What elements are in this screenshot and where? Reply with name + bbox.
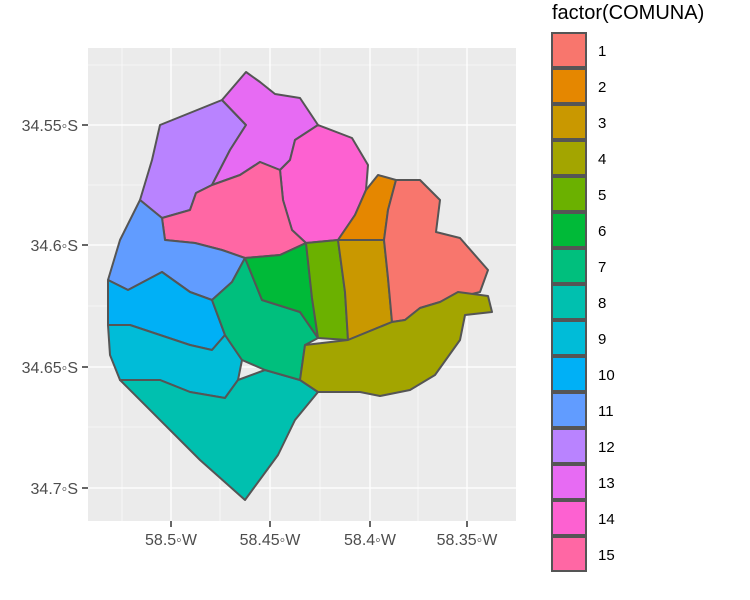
legend-label-11: 11 — [598, 403, 614, 420]
y-tick-label: 34.7◦S — [31, 481, 78, 498]
legend-label-14: 14 — [598, 511, 615, 528]
comuna-polygons — [107, 71, 493, 501]
legend-label-15: 15 — [598, 547, 615, 564]
x-tick-label: 58.45◦W — [240, 532, 302, 549]
legend-label-1: 1 — [598, 43, 606, 60]
legend-label-3: 3 — [598, 115, 606, 132]
legend-label-4: 4 — [598, 151, 606, 168]
legend-swatch-12 — [551, 428, 587, 464]
legend-label-8: 8 — [598, 295, 606, 312]
legend-label-7: 7 — [598, 259, 606, 276]
legend-swatch-8 — [551, 284, 587, 320]
legend-title: factor(COMUNA) — [552, 2, 704, 24]
legend-swatch-10 — [551, 356, 587, 392]
x-tick-label: 58.5◦W — [145, 532, 198, 549]
y-axis-labels: 34.55◦S 34.6◦S 34.65◦S 34.7◦S — [22, 118, 78, 498]
x-tick-label: 58.35◦W — [437, 532, 499, 549]
y-tick-label: 34.65◦S — [22, 360, 78, 377]
legend-swatch-11 — [551, 392, 587, 428]
legend-swatch-2 — [551, 68, 587, 104]
comuna-7-polygon — [211, 257, 319, 381]
legend-label-12: 12 — [598, 439, 615, 456]
x-axis-labels: 58.5◦W 58.45◦W 58.4◦W 58.35◦W — [145, 532, 498, 549]
legend-swatch-13 — [551, 464, 587, 500]
y-tick-label: 34.6◦S — [31, 238, 78, 255]
x-tick-label: 58.4◦W — [344, 532, 397, 549]
y-tick-label: 34.55◦S — [22, 118, 78, 135]
legend-swatch-4 — [551, 140, 587, 176]
legend-swatch-1 — [551, 32, 587, 68]
legend-swatch-14 — [551, 500, 587, 536]
legend-swatch-5 — [551, 176, 587, 212]
comuna-4-polygon — [299, 291, 493, 397]
legend-swatch-3 — [551, 104, 587, 140]
legend-label-6: 6 — [598, 223, 606, 240]
legend-swatch-6 — [551, 212, 587, 248]
legend-swatch-15 — [551, 536, 587, 572]
legend-label-5: 5 — [598, 187, 606, 204]
legend-swatch-7 — [551, 248, 587, 284]
legend-label-9: 9 — [598, 331, 606, 348]
legend-label-2: 2 — [598, 79, 606, 96]
legend-label-13: 13 — [598, 475, 615, 492]
axis-ticks — [82, 124, 468, 527]
legend-swatch-9 — [551, 320, 587, 356]
legend-label-10: 10 — [598, 367, 615, 384]
